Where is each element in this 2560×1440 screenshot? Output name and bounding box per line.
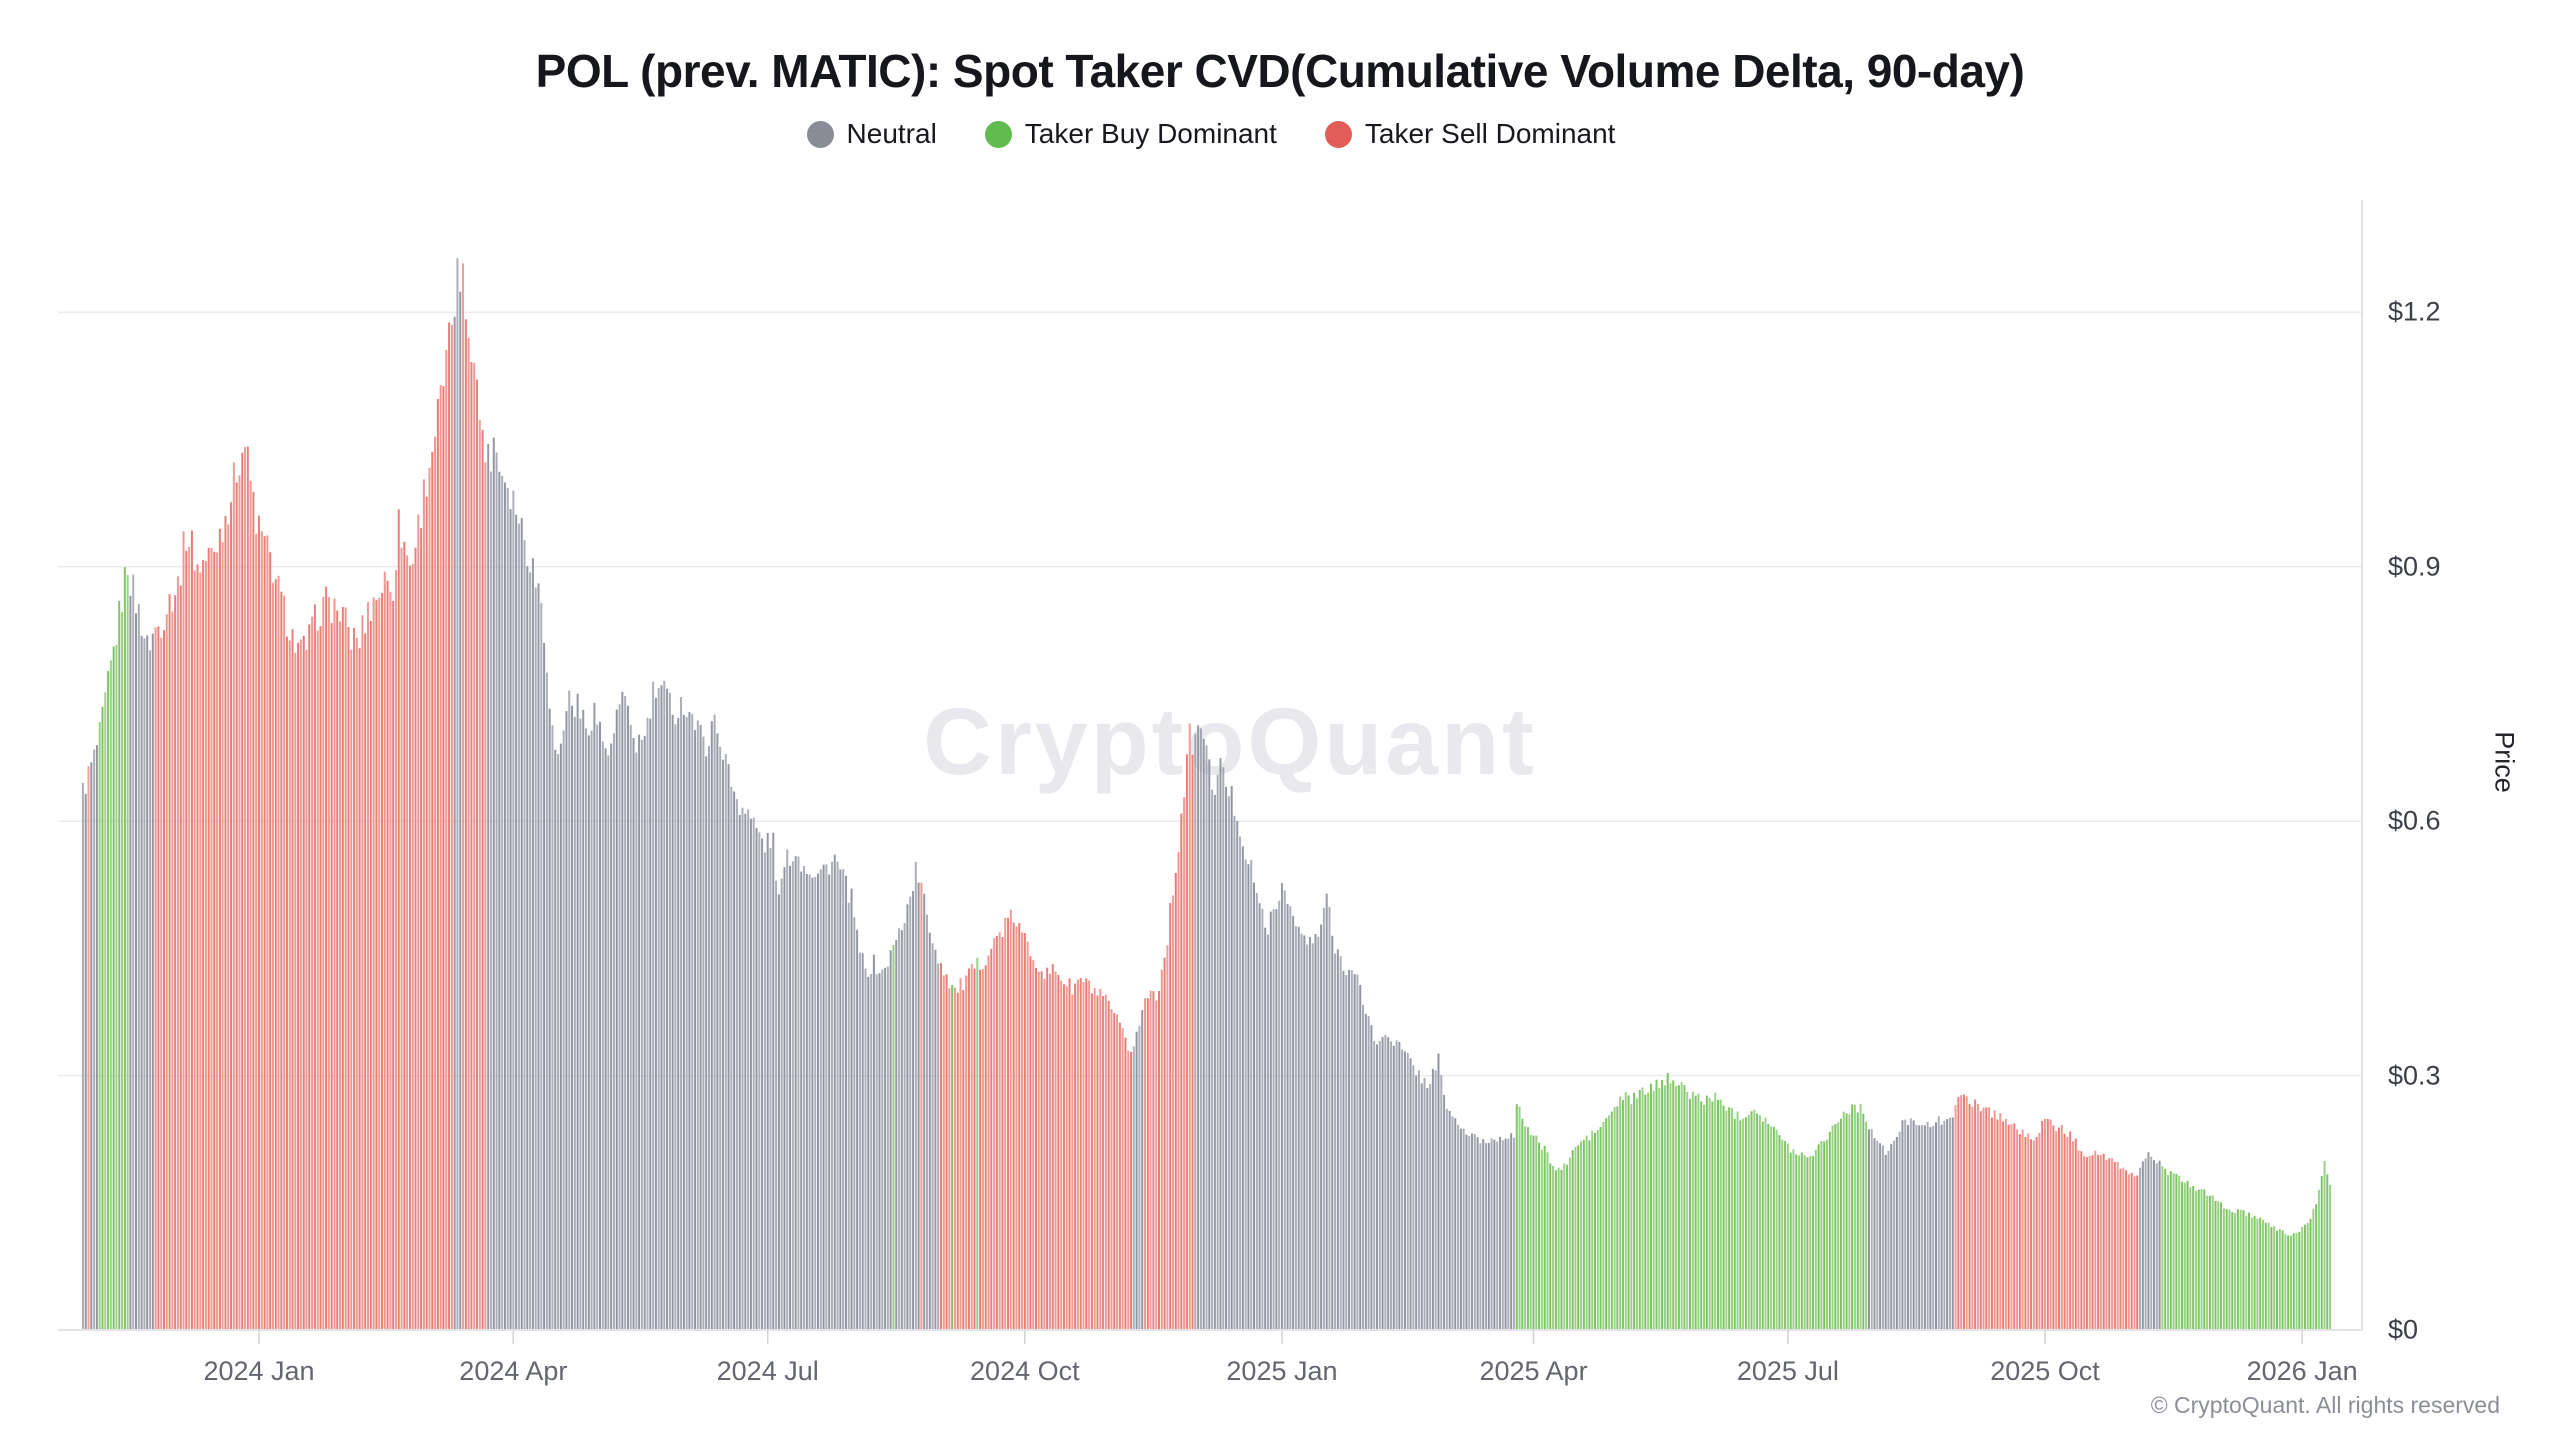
x-axis-tick-label: 2024 Apr [459, 1356, 568, 1386]
cryptoquant-watermark: CryptoQuant [923, 689, 1537, 795]
legend-item-neutral[interactable]: Neutral [806, 118, 937, 150]
chart-title: POL (prev. MATIC): Spot Taker CVD(Cumula… [535, 45, 2025, 97]
y-axis-title: Price [2489, 731, 2520, 793]
x-axis-tick-label: 2025 Oct [1990, 1356, 2100, 1386]
legend-label: Taker Buy Dominant [1024, 118, 1277, 149]
legend-item-taker-buy[interactable]: Taker Buy Dominant [984, 118, 1277, 150]
sell-dot-icon [1324, 120, 1352, 148]
y-axis-tick-label: $0 [2388, 1314, 2419, 1345]
legend-item-taker-sell[interactable]: Taker Sell Dominant [1324, 118, 1616, 150]
x-axis-tick-label: 2024 Jan [203, 1356, 315, 1386]
x-axis-tick-label: 2025 Jul [1736, 1356, 1839, 1386]
x-axis-tick-label: 2025 Jan [1226, 1356, 1338, 1386]
y-axis-tick-label: $0.6 [2388, 805, 2441, 836]
x-axis-tick-label: 2024 Oct [970, 1356, 1080, 1386]
y-axis-tick-label: $0.9 [2388, 551, 2441, 582]
buy-dot-icon [984, 120, 1012, 148]
legend-label: Taker Sell Dominant [1364, 118, 1616, 149]
copyright-note: © CryptoQuant. All rights reserved [2150, 1392, 2500, 1418]
x-axis-tick-label: 2026 Jan [2246, 1356, 2358, 1386]
legend-label: Neutral [846, 118, 937, 149]
x-axis-tick-label: 2025 Apr [1479, 1356, 1588, 1386]
y-axis-tick-label: $0.3 [2388, 1060, 2441, 1091]
neutral-dot-icon [806, 120, 834, 148]
x-axis-tick-label: 2024 Jul [716, 1356, 819, 1386]
y-axis-tick-label: $1.2 [2388, 296, 2441, 327]
legend: Neutral Taker Buy Dominant Taker Sell Do… [60, 118, 2362, 150]
